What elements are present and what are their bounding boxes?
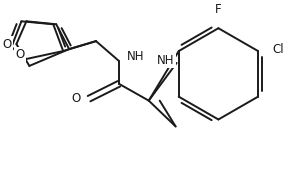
Text: F: F (215, 3, 222, 16)
Text: O: O (15, 48, 24, 61)
Text: Cl: Cl (272, 43, 284, 56)
Text: NH: NH (157, 54, 175, 67)
Text: O: O (72, 92, 81, 105)
Text: O: O (2, 38, 12, 51)
Text: NH: NH (127, 51, 144, 64)
